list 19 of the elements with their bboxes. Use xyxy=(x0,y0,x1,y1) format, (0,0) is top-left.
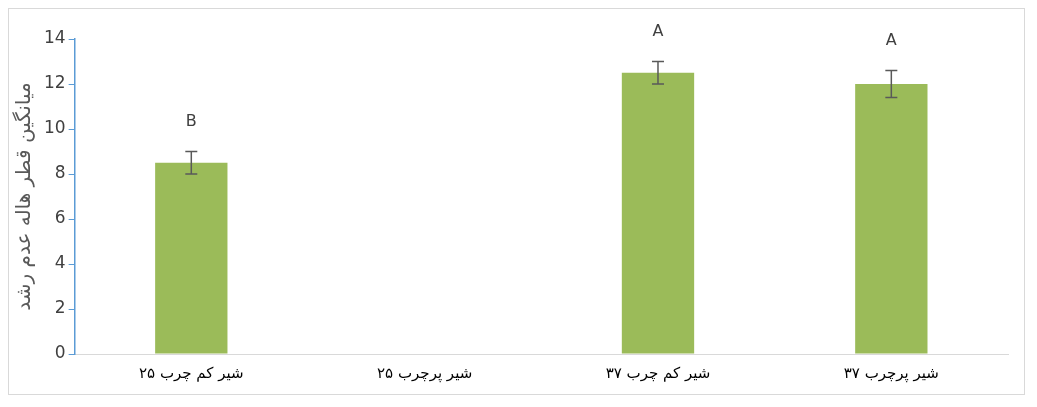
x-tick-label: شیر کم چرب ۲۵ xyxy=(139,363,244,382)
annotation: B xyxy=(185,110,197,130)
bar xyxy=(855,84,928,354)
annotation: A xyxy=(652,20,664,40)
y-tick-label: 0 xyxy=(54,342,66,363)
y-tick-label: 2 xyxy=(54,297,66,318)
y-tick-label: 10 xyxy=(43,117,66,138)
y-tick-label: 4 xyxy=(54,252,66,273)
bar xyxy=(155,162,228,354)
y-axis-title: میانگین قطر هاله عدم رشد xyxy=(11,82,36,311)
annotation: A xyxy=(885,29,897,49)
y-tick-label: 14 xyxy=(43,27,66,48)
y-tick-label: 8 xyxy=(54,162,66,183)
bar xyxy=(621,72,695,354)
y-tick-label: 12 xyxy=(43,72,66,93)
x-tick-label: شیر کم چرب ۳۷ xyxy=(605,363,711,382)
x-tick-label: شیر پرچرب ۳۷ xyxy=(843,363,939,383)
x-tick-label: شیر پرچرب ۲۵ xyxy=(377,363,473,383)
y-tick-label: 6 xyxy=(54,207,66,228)
